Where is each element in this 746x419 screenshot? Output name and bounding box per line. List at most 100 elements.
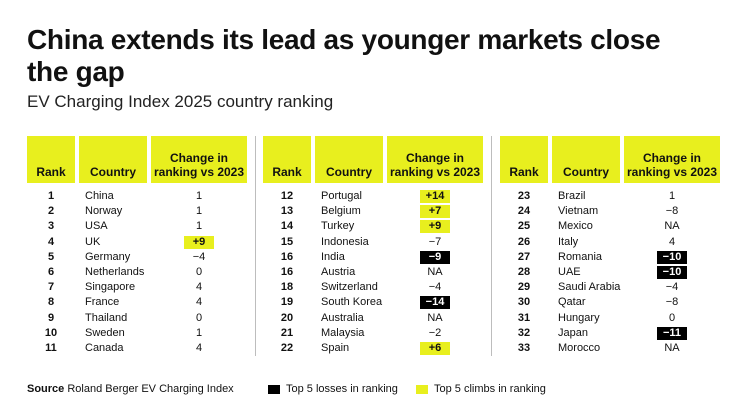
source-note: Source Roland Berger EV Charging Index: [27, 383, 234, 395]
header-country: Country: [552, 136, 620, 183]
table-row: 19 South Korea −14: [263, 295, 483, 310]
rank-cell: 27: [517, 250, 531, 263]
change-cell: 4: [151, 295, 247, 310]
change-value: NA: [427, 311, 443, 324]
table-rows: 23 Brazil 1 24 Vietnam −8 25 Mexico NA 26 Italy 4 27…: [500, 189, 720, 356]
rank-cell: 9: [47, 311, 55, 324]
table-row: 7 Singapore 4: [27, 280, 247, 295]
ranking-table-panel-3: Rank Country Change in ranking vs 2023 2…: [500, 136, 720, 354]
change-cell: −7: [387, 235, 483, 250]
change-value: +7: [420, 205, 450, 219]
legend-label-climbs: Top 5 climbs in ranking: [434, 383, 546, 395]
change-cell: +14: [387, 189, 483, 204]
column-divider: [255, 136, 256, 356]
rank-cell: 7: [47, 281, 55, 294]
change-value: 1: [195, 220, 203, 233]
country-cell: Germany: [85, 250, 131, 263]
country-cell: Austria: [321, 265, 356, 278]
country-cell: Thailand: [85, 311, 128, 324]
change-value: −10: [657, 250, 687, 264]
change-cell: 1: [151, 204, 247, 219]
table-row: 30 Qatar −8: [500, 295, 720, 310]
legend-label-losses: Top 5 losses in ranking: [286, 383, 398, 395]
table-row: 8 France 4: [27, 295, 247, 310]
country-cell: Spain: [321, 341, 350, 354]
country-cell: Qatar: [558, 296, 586, 309]
ranking-table-panel-2: Rank Country Change in ranking vs 2023 1…: [263, 136, 483, 355]
rank-cell: 12: [280, 190, 294, 202]
rank-cell: 2: [47, 205, 55, 218]
country-cell: Mexico: [558, 220, 593, 233]
country-cell: Italy: [558, 235, 579, 248]
header-change: Change in ranking vs 2023: [624, 136, 720, 183]
legend-swatch-climbs: [416, 384, 428, 394]
country-cell: USA: [85, 220, 108, 233]
change-value: 4: [668, 235, 676, 248]
change-cell: −14: [387, 295, 483, 310]
table-row: 6 Netherlands 0: [27, 265, 247, 280]
table-row: 27 Romania −10: [500, 250, 720, 265]
table-row: 13 Belgium +7: [263, 204, 483, 219]
change-value: 1: [195, 205, 203, 218]
change-cell: +9: [387, 219, 483, 234]
change-cell: −8: [624, 204, 720, 219]
ranking-table-panel-1: Rank Country Change in ranking vs 2023 1…: [27, 136, 247, 354]
source-label: Source: [27, 383, 65, 395]
rank-cell: 3: [47, 220, 55, 233]
table-row: 24 Vietnam −8: [500, 204, 720, 219]
change-cell: 4: [151, 280, 247, 295]
change-cell: 4: [624, 235, 720, 250]
table-rows: 12 Portugal +14 13 Belgium +7 14 Turkey +9 15 Indo…: [263, 189, 483, 356]
rank-cell: 11: [45, 341, 57, 354]
rank-cell: 32: [517, 326, 531, 339]
country-cell: Hungary: [558, 311, 600, 324]
change-value: NA: [427, 265, 443, 278]
table-rows: 1 China 1 2 Norway 1 3 USA 1 4 UK +9 5 Germany −4 6 Neth…: [27, 189, 247, 356]
change-value: +9: [420, 220, 450, 234]
change-cell: +9: [151, 235, 247, 250]
table-row: 1 China 1: [27, 189, 247, 204]
country-cell: Morocco: [558, 341, 601, 354]
change-cell: 0: [151, 265, 247, 280]
header-change: Change in ranking vs 2023: [387, 136, 483, 183]
table-row: 33 Morocco NA: [500, 341, 720, 356]
change-value: −4: [665, 281, 679, 294]
change-value: 0: [195, 265, 203, 278]
table-row: 16 India −9: [263, 250, 483, 265]
header-country: Country: [79, 136, 147, 183]
table-row: 20 Australia NA: [263, 311, 483, 326]
change-cell: −9: [387, 250, 483, 265]
table-row: 22 Spain +6: [263, 341, 483, 356]
change-value: NA: [664, 341, 680, 354]
rank-cell: 4: [47, 235, 55, 248]
country-cell: Singapore: [85, 281, 136, 294]
change-value: −7: [428, 235, 442, 248]
table-row: 3 USA 1: [27, 219, 247, 234]
change-value: −11: [657, 326, 687, 340]
header-rank: Rank: [500, 136, 548, 183]
table-row: 2 Norway 1: [27, 204, 247, 219]
table-row: 9 Thailand 0: [27, 311, 247, 326]
country-cell: Sweden: [85, 326, 125, 339]
country-cell: UK: [85, 235, 101, 248]
change-value: +14: [420, 190, 450, 203]
header-country: Country: [315, 136, 383, 183]
table-row: 28 UAE −10: [500, 265, 720, 280]
change-value: −14: [420, 296, 450, 310]
rank-cell: 18: [280, 281, 294, 294]
change-value: −8: [665, 205, 679, 218]
country-cell: Saudi Arabia: [558, 281, 621, 294]
header-change: Change in ranking vs 2023: [151, 136, 247, 183]
change-value: 4: [195, 281, 203, 294]
change-value: +9: [184, 235, 214, 249]
table-header: Rank Country Change in ranking vs 2023: [263, 136, 483, 183]
rank-cell: 6: [47, 265, 55, 278]
legend-climbs: Top 5 climbs in ranking: [416, 383, 546, 395]
change-value: 0: [668, 311, 676, 324]
change-cell: 1: [151, 189, 247, 204]
rank-cell: 31: [517, 311, 531, 324]
change-cell: −4: [151, 250, 247, 265]
country-cell: Canada: [85, 341, 124, 354]
country-cell: France: [85, 296, 120, 309]
change-cell: +6: [387, 341, 483, 356]
